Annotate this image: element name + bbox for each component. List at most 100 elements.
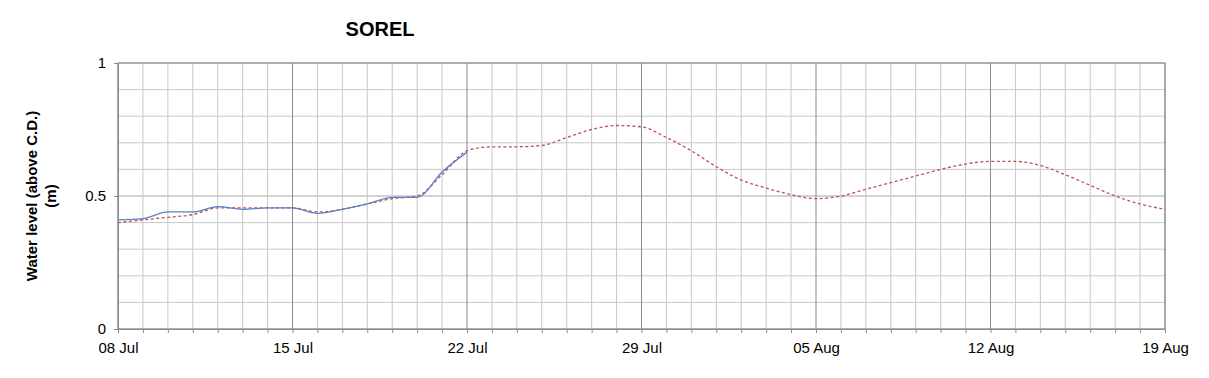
x-tick-label: 29 Jul xyxy=(622,339,662,356)
x-tick-mark xyxy=(542,329,543,333)
grid-line xyxy=(816,63,817,329)
x-tick-mark xyxy=(293,329,294,333)
x-tick-mark xyxy=(342,329,343,333)
grid-line xyxy=(292,63,293,329)
x-tick-mark xyxy=(891,329,892,333)
series-line xyxy=(118,152,467,220)
x-tick xyxy=(1140,329,1141,333)
x-tick: 15 Jul xyxy=(273,329,313,356)
x-tick-mark xyxy=(666,329,667,333)
grid-line xyxy=(516,63,517,329)
x-tick-mark xyxy=(367,329,368,333)
x-tick-mark xyxy=(1040,329,1041,333)
x-tick xyxy=(168,329,169,333)
chart: 08 Jul15 Jul22 Jul29 Jul05 Aug12 Aug19 A… xyxy=(0,0,1209,378)
x-tick-mark xyxy=(417,329,418,333)
grid-line xyxy=(392,63,393,329)
x-tick xyxy=(666,329,667,333)
x-tick xyxy=(1115,329,1116,333)
grid-line xyxy=(666,63,667,329)
x-tick-mark xyxy=(492,329,493,333)
x-tick xyxy=(517,329,518,333)
grid-line xyxy=(192,63,193,329)
grid-line xyxy=(616,63,617,329)
x-tick-mark xyxy=(741,329,742,333)
grid-line xyxy=(1040,63,1041,329)
x-tick-label: 05 Aug xyxy=(793,339,840,356)
x-tick xyxy=(791,329,792,333)
x-tick-mark xyxy=(642,329,643,333)
x-tick-mark xyxy=(317,329,318,333)
x-axis: 08 Jul15 Jul22 Jul29 Jul05 Aug12 Aug19 A… xyxy=(98,329,1188,356)
grid-line xyxy=(741,63,742,329)
x-tick xyxy=(891,329,892,333)
grid-line xyxy=(865,63,866,329)
x-tick xyxy=(542,329,543,333)
x-tick xyxy=(841,329,842,333)
chart-title: SOREL xyxy=(346,18,415,40)
x-tick xyxy=(492,329,493,333)
x-tick-mark xyxy=(517,329,518,333)
grid-line xyxy=(267,63,268,329)
grid-line xyxy=(691,63,692,329)
grid-line xyxy=(766,63,767,329)
grid-line xyxy=(367,63,368,329)
x-tick xyxy=(741,329,742,333)
x-tick-mark xyxy=(617,329,618,333)
x-tick xyxy=(716,329,717,333)
x-tick-mark xyxy=(941,329,942,333)
x-tick-mark xyxy=(1140,329,1141,333)
x-tick-label: 15 Jul xyxy=(273,339,313,356)
x-tick-mark xyxy=(168,329,169,333)
x-tick-mark xyxy=(966,329,967,333)
y-axis-line xyxy=(114,64,119,330)
x-tick-label: 12 Aug xyxy=(968,339,1015,356)
grid-line xyxy=(242,63,243,329)
x-tick-mark xyxy=(791,329,792,333)
grid-line xyxy=(442,63,443,329)
x-tick-mark xyxy=(1015,329,1016,333)
grid-line xyxy=(342,63,343,329)
x-tick xyxy=(218,329,219,333)
grid-line xyxy=(641,63,642,329)
y-axis: 00.51 xyxy=(85,54,118,337)
y-axis-title: (m) xyxy=(42,184,59,207)
x-tick: 05 Aug xyxy=(793,329,840,356)
x-tick xyxy=(193,329,194,333)
x-tick xyxy=(866,329,867,333)
y-tick: 0 xyxy=(98,320,118,337)
grid-line xyxy=(566,63,567,329)
grid-line xyxy=(541,63,542,329)
x-tick xyxy=(592,329,593,333)
x-tick-mark xyxy=(143,329,144,333)
x-tick-mark xyxy=(567,329,568,333)
x-tick-mark xyxy=(691,329,692,333)
x-tick: 22 Jul xyxy=(447,329,487,356)
y-tick-mark xyxy=(114,329,118,330)
series-line xyxy=(118,126,1165,223)
x-tick-mark xyxy=(442,329,443,333)
x-tick-mark xyxy=(716,329,717,333)
grid-line xyxy=(142,63,143,329)
x-tick: 29 Jul xyxy=(622,329,662,356)
grid-line xyxy=(940,63,941,329)
grid-line xyxy=(317,63,318,329)
y-tick-mark xyxy=(114,196,118,197)
grid xyxy=(118,63,1165,329)
x-tick-label: 22 Jul xyxy=(447,339,487,356)
plot-area xyxy=(118,126,1165,223)
x-tick xyxy=(1015,329,1016,333)
x-tick-mark xyxy=(816,329,817,333)
grid-line xyxy=(1015,63,1016,329)
grid-line xyxy=(1065,63,1066,329)
y-tick-label: 1 xyxy=(98,54,106,71)
y-tick-mark xyxy=(114,63,118,64)
grid-line xyxy=(1090,63,1091,329)
x-tick: 12 Aug xyxy=(968,329,1015,356)
x-tick xyxy=(243,329,244,333)
x-tick-mark xyxy=(1115,329,1116,333)
x-tick-mark xyxy=(766,329,767,333)
grid-line xyxy=(467,63,468,329)
x-tick-mark xyxy=(841,329,842,333)
plot-frame xyxy=(118,63,1165,329)
